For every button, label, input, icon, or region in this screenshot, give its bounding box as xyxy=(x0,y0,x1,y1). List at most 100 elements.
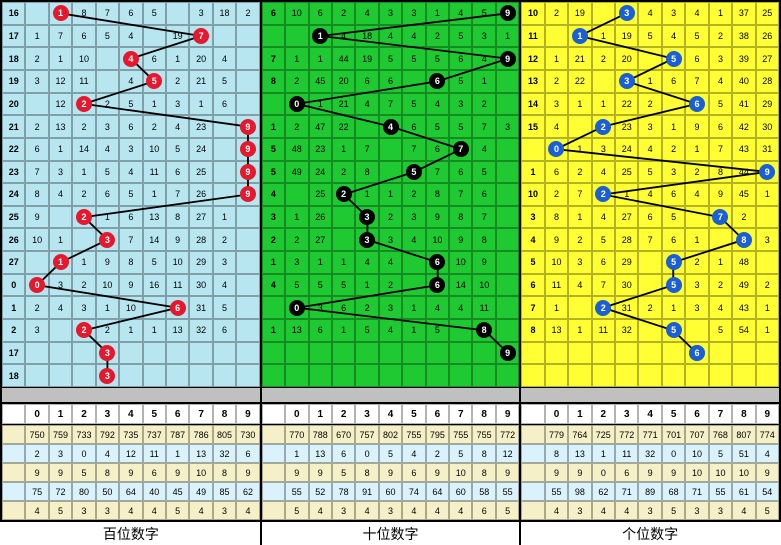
grid-cell: 6 xyxy=(472,183,495,206)
grid-cell: 5 xyxy=(119,93,142,116)
row-index: 14 xyxy=(521,93,544,116)
grid-cell: 2 xyxy=(285,115,308,138)
trend-ball: 8 xyxy=(476,322,492,338)
grid-cell: 4 xyxy=(379,115,402,138)
stat-cell: 774 xyxy=(756,425,779,444)
digit-header: 5 xyxy=(143,404,166,424)
grid-cell: 1 xyxy=(143,93,166,116)
grid-cell: 3 xyxy=(402,206,425,229)
stat-cell: 52 xyxy=(309,482,332,501)
grid-cell: 1 xyxy=(545,296,568,319)
stat-cell: 9 xyxy=(285,463,308,482)
stat-cell: 3 xyxy=(49,444,72,463)
grid-cell: 1 xyxy=(143,319,166,342)
trend-ball: 2 xyxy=(595,186,611,202)
trend-ball: 9 xyxy=(500,345,516,361)
stat-cell: 792 xyxy=(96,425,119,444)
grid-cell xyxy=(756,206,779,229)
row-index: 16 xyxy=(2,2,25,25)
grid-cell xyxy=(285,364,308,387)
stat-cell: 4 xyxy=(449,501,472,520)
grid-cell: 45 xyxy=(309,70,332,93)
trend-ball: 8 xyxy=(736,232,752,248)
grid-cell: 1 xyxy=(119,319,142,342)
grid-cell: 1 xyxy=(25,25,48,48)
digit-header: 6 xyxy=(166,404,189,424)
stat-cell: 3 xyxy=(379,501,402,520)
grid-cell: 6 xyxy=(545,161,568,184)
grid-cell: 1 xyxy=(72,251,95,274)
stat-cell: 4 xyxy=(119,501,142,520)
grid-cell: 2 xyxy=(402,183,425,206)
grid-cell: 1 xyxy=(379,183,402,206)
grid-cell xyxy=(189,342,212,365)
digit-header: 2 xyxy=(332,404,355,424)
panel-tens: 6106243314591418442531711441955564982452… xyxy=(262,2,522,387)
stat-cell: 75 xyxy=(25,482,48,501)
grid-cell: 44 xyxy=(332,47,355,70)
grid-cell xyxy=(592,2,615,25)
stat-cell: 3 xyxy=(638,501,661,520)
grid-cell: 48 xyxy=(285,138,308,161)
grid-cell: 8 xyxy=(72,2,95,25)
grid-cell: 6 xyxy=(449,47,472,70)
grid-cell: 1 xyxy=(309,47,332,70)
grid-cell: 5 xyxy=(592,228,615,251)
grid-cell xyxy=(166,2,189,25)
grid-cell: 2 xyxy=(72,93,95,116)
grid-cell: 9 xyxy=(545,228,568,251)
grid-cell: 19 xyxy=(568,2,591,25)
grid-cell: 4 xyxy=(332,25,355,48)
grid-cell: 1 xyxy=(166,47,189,70)
grid-cell xyxy=(379,161,402,184)
grid-cell xyxy=(709,364,732,387)
stat-cell: 2 xyxy=(426,444,449,463)
grid-cell: 4 xyxy=(119,161,142,184)
stat-cell: 9 xyxy=(568,463,591,482)
grid-cell: 6 xyxy=(166,296,189,319)
stat-cell: 4 xyxy=(756,444,779,463)
grid-cell: 5 xyxy=(472,2,495,25)
grid-cell: 5 xyxy=(638,161,661,184)
grid-cell: 20 xyxy=(189,47,212,70)
stat-cell: 5 xyxy=(332,463,355,482)
grid-cell: 3 xyxy=(402,2,425,25)
grid-cell: 4 xyxy=(96,138,119,161)
row-index: 25 xyxy=(2,206,25,229)
stat-cell: 74 xyxy=(402,482,425,501)
grid-cell: 1 xyxy=(96,206,119,229)
stat-cell: 6 xyxy=(615,463,638,482)
stat-cell: 40 xyxy=(143,482,166,501)
separator-row xyxy=(2,387,779,402)
grid-cell: 1 xyxy=(709,251,732,274)
grid-cell: 2 xyxy=(592,296,615,319)
grid-cell: 19 xyxy=(355,47,378,70)
grid-cell xyxy=(756,342,779,365)
grid-cell: 1 xyxy=(568,206,591,229)
grid-cell: 3 xyxy=(49,161,72,184)
grid-cell: 9 xyxy=(685,115,708,138)
grid-cell: 6 xyxy=(25,138,48,161)
grid-cell: 3 xyxy=(756,228,779,251)
trend-ball: 1 xyxy=(312,28,328,44)
grid-cell: 7 xyxy=(638,228,661,251)
grid-cell: 14 xyxy=(449,274,472,297)
grid-cell: 30 xyxy=(189,274,212,297)
grid-cell: 29 xyxy=(189,251,212,274)
stat-cell: 9 xyxy=(638,463,661,482)
grid-cell: 2 xyxy=(756,274,779,297)
stat-cell: 9 xyxy=(236,463,259,482)
grid-cell: 23 xyxy=(615,115,638,138)
stat-cell: 4 xyxy=(236,501,259,520)
grid-cell: 9 xyxy=(449,228,472,251)
grid-cell: 13 xyxy=(166,319,189,342)
grid-cell: 10 xyxy=(285,2,308,25)
grid-cell: 3 xyxy=(379,296,402,319)
grid-cell: 9 xyxy=(25,206,48,229)
stat-cell: 0 xyxy=(72,444,95,463)
row-index: 18 xyxy=(2,47,25,70)
grid-cell: 5 xyxy=(332,274,355,297)
stat-cell: 58 xyxy=(472,482,495,501)
row-index xyxy=(262,93,285,116)
grid-cell: 3 xyxy=(355,228,378,251)
